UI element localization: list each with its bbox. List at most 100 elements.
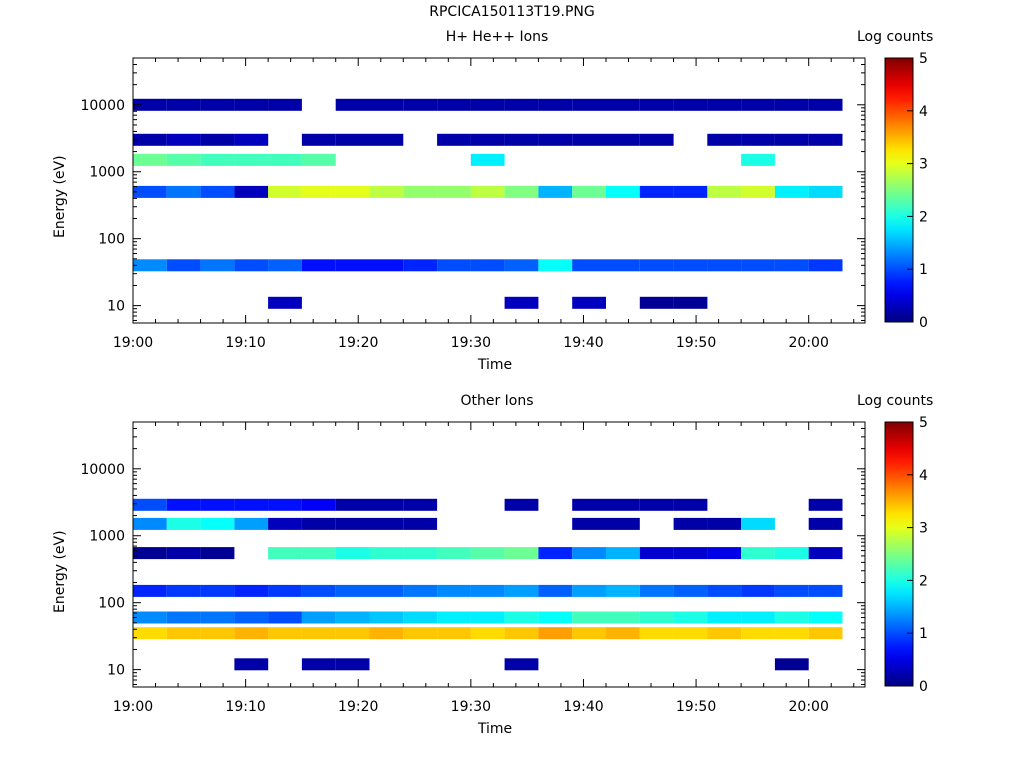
heatmap-cell [606,498,640,511]
heatmap-cell [369,611,404,624]
panel-2-x-axis-label: Time [477,721,513,737]
heatmap-cell [808,517,843,530]
heatmap-cell [808,611,843,624]
heatmap-cell [133,153,167,166]
plot-area [133,422,865,687]
heatmap-cell [369,133,404,146]
heatmap-cell [437,547,471,560]
heatmap-cell [673,611,708,624]
heatmap-cell [504,98,539,111]
heatmap-cell [200,517,235,530]
heatmap-cell [166,627,201,640]
heatmap-cell [268,611,302,624]
heatmap-cell [166,517,201,530]
colorbar-tick-label: 5 [919,415,928,431]
heatmap-cell [572,547,606,560]
heatmap-cell [470,627,505,640]
heatmap-cell [268,627,302,640]
colorbar-tick-label: 1 [919,262,928,278]
x-tick-label: 19:30 [451,699,491,715]
heatmap-cell [200,547,235,560]
heatmap-cell [774,611,809,624]
heatmap-cell [606,259,640,272]
heatmap-cell [166,185,201,198]
heatmap-cell [606,98,640,111]
heatmap-cell [133,517,167,530]
heatmap-cell [538,547,573,560]
heatmap-cell [234,133,269,146]
heatmap-cell [606,133,640,146]
heatmap-cell [673,259,708,272]
heatmap-cell [572,296,606,309]
heatmap-cell [470,185,505,198]
heatmap-cell [335,584,370,597]
heatmap-cell [437,584,471,597]
heatmap-cell [335,658,370,671]
heatmap-cell [268,259,302,272]
heatmap-cell [268,517,302,530]
heatmap-cell [335,98,370,111]
heatmap-cell [572,98,606,111]
heatmap-cell [301,547,336,560]
heatmap-cell [673,296,708,309]
page-title: RPCICA150113T19.PNG [429,4,595,20]
heatmap-cell [166,98,201,111]
x-tick-label: 20:00 [789,699,829,715]
heatmap-cell [166,611,201,624]
heatmap-cell [707,627,742,640]
heatmap-cell [200,584,235,597]
heatmap-cell [538,259,573,272]
heatmap-cell [606,627,640,640]
heatmap-cell [268,584,302,597]
heatmap-cell [504,296,539,309]
heatmap-cell [166,498,201,511]
heatmap-cell [572,133,606,146]
heatmap-cell [335,611,370,624]
heatmap-cell [808,185,843,198]
heatmap-cell [673,98,708,111]
heatmap-cell [572,185,606,198]
heatmap-cell [470,133,505,146]
heatmap-cell [200,185,235,198]
heatmap-cell [639,627,674,640]
heatmap-cell [639,611,674,624]
colorbar [884,57,914,323]
colorbar [884,421,914,687]
heatmap-cell [639,584,674,597]
heatmap-cell [504,611,539,624]
heatmap-cell [403,498,438,511]
colorbar-tick-label: 3 [919,521,928,537]
heatmap-cell [572,627,606,640]
heatmap-cell [200,498,235,511]
heatmap-cell [234,98,269,111]
heatmap-cell [639,547,674,560]
heatmap-cell [774,658,809,671]
heatmap-cell [741,611,775,624]
heatmap-cell [707,98,742,111]
plot-area [133,58,865,323]
heatmap-cell [200,153,235,166]
heatmap-cell [437,133,471,146]
heatmap-cell [335,547,370,560]
heatmap-cell [504,547,539,560]
heatmap-cell [234,627,269,640]
heatmap-cell [470,98,505,111]
heatmap-cell [301,133,336,146]
x-tick-label: 19:20 [338,699,378,715]
heatmap-cell [808,547,843,560]
heatmap-cell [200,611,235,624]
heatmap-cell [639,259,674,272]
heatmap-cell [166,133,201,146]
heatmap-cell [403,627,438,640]
heatmap-cell [673,547,708,560]
heatmap-cell [301,584,336,597]
heatmap-cell [369,98,404,111]
heatmap-cell [470,259,505,272]
heatmap-cell [673,185,708,198]
heatmap-cell [504,498,539,511]
heatmap-cell [301,153,336,166]
x-tick-label: 19:00 [113,335,153,351]
heatmap-cell [335,259,370,272]
heatmap-cell [741,133,775,146]
